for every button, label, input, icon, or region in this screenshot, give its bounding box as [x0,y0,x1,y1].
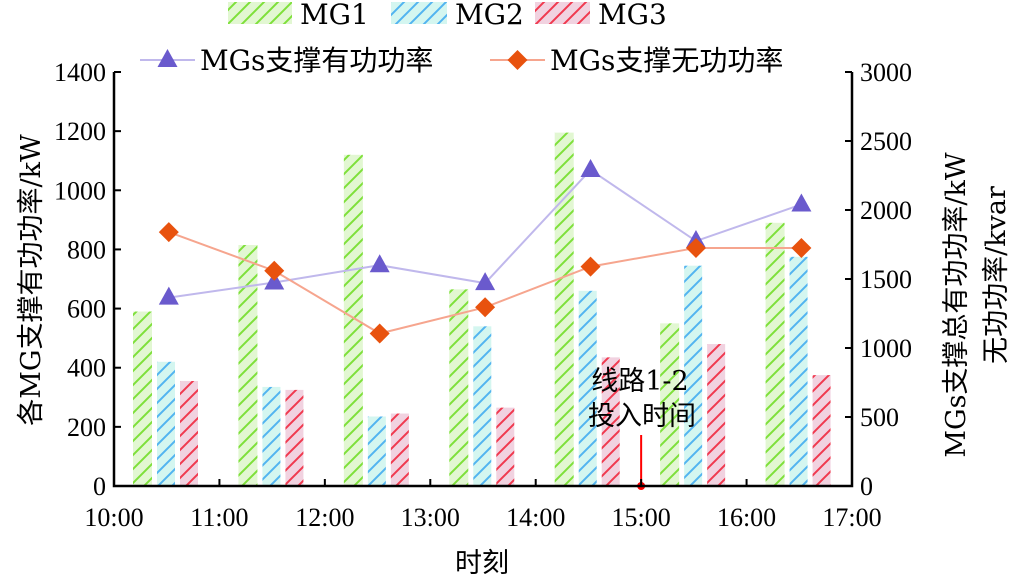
bar-mg1-6 [765,222,785,487]
bar-mg2-4 [578,290,597,486]
bar-mg2-1 [262,386,281,486]
bar-mg1-4 [554,132,574,486]
axes: 0 200 400 600 800 1000 1200 1400 0 500 1000 1500 200… [54,58,912,532]
bar-mg2-6 [789,256,808,486]
diamond-point-3 [475,297,496,318]
y-tick-label: 1400 [54,58,106,87]
bar-mg1-5 [660,323,680,486]
bar-mg2-2 [367,416,386,486]
y-right-tick-label: 0 [860,472,873,501]
legend: MG1 MG2 MG3 MGs支撑有功功率 MGs支撑无功功率 [140,0,783,77]
legend-label-mg1: MG1 [300,0,369,31]
y-tick-label: 600 [67,295,106,324]
diamond-point-1 [264,260,285,281]
annotation-line-2: 投入时间 [588,401,696,432]
bar-mg1-1 [238,244,258,486]
bar-mg2-0 [157,361,175,486]
y-axis-label: 各MG支撑有功功率/kW [16,134,47,426]
bar-mg3-3 [496,407,515,486]
legend-diamond-icon [507,50,528,70]
x-tick-label: 10:00 [84,503,143,532]
y-right-tick-label: 1500 [860,265,912,294]
triangle-point-3 [475,272,496,291]
bar-mg3-0 [180,381,198,486]
legend-label-diamond: MGs支撑无功功率 [550,44,783,77]
y-tick-label: 800 [67,235,106,264]
x-tick-label: 12:00 [295,503,354,532]
bar-mg2-3 [473,326,492,486]
bar-mg1-3 [449,289,469,486]
bar-mg2-5 [684,265,703,486]
y-tick-label: 0 [93,472,106,501]
legend-swatch-mg3 [535,2,590,24]
y-right-tick-label: 3000 [860,58,912,87]
bars [133,132,831,487]
diamond-point-6 [791,237,812,258]
lines [158,158,812,490]
triangle-point-4 [580,158,601,177]
legend-label-triangle: MGs支撑有功功率 [200,44,433,77]
y-right-tick-label: 1000 [860,334,912,363]
legend-swatch-mg2 [391,2,447,24]
diamond-point-5 [685,237,706,258]
y-tick-label: 1200 [54,117,106,146]
x-tick-label: 13:00 [401,503,460,532]
y-right-tick-label: 500 [860,403,899,432]
legend-triangle-icon [157,49,178,67]
x-tick-label: 14:00 [506,503,565,532]
x-tick-label: 17:00 [822,503,881,532]
y-tick-label: 1000 [54,176,106,205]
y-right-tick-label: 2500 [860,127,912,156]
y-tick-label: 400 [67,354,106,383]
triangle-point-2 [369,254,390,273]
y-tick-label: 200 [67,413,106,442]
triangle-point-6 [791,193,812,212]
bar-mg1-0 [133,311,152,486]
bar-mg3-1 [285,389,304,486]
bar-mg3-2 [390,413,409,486]
triangle-point-0 [158,286,179,305]
bar-mg1-2 [343,154,363,487]
legend-label-mg2: MG2 [455,0,524,31]
diamond-point-4 [580,256,601,277]
legend-swatch-mg1 [228,2,292,24]
y-right-tick-label: 2000 [860,196,912,225]
y-right-axis-label-1: MGs支撑总有功功率/kW [941,152,972,458]
x-tick-label: 15:00 [612,503,671,532]
diamond-point-0 [158,222,179,243]
x-tick-label: 16:00 [717,503,776,532]
annotation-line-1: 线路1-2 [591,366,688,397]
x-axis-label: 时刻 [455,548,509,579]
bar-mg3-5 [707,344,726,486]
y-right-axis-label-2: 无功功率/kvar [981,186,1012,364]
x-tick-label: 11:00 [190,503,248,532]
diamond-point-2 [369,323,390,344]
bar-mg3-4 [601,357,620,486]
bar-mg3-6 [812,375,831,486]
legend-label-mg3: MG3 [598,0,667,31]
